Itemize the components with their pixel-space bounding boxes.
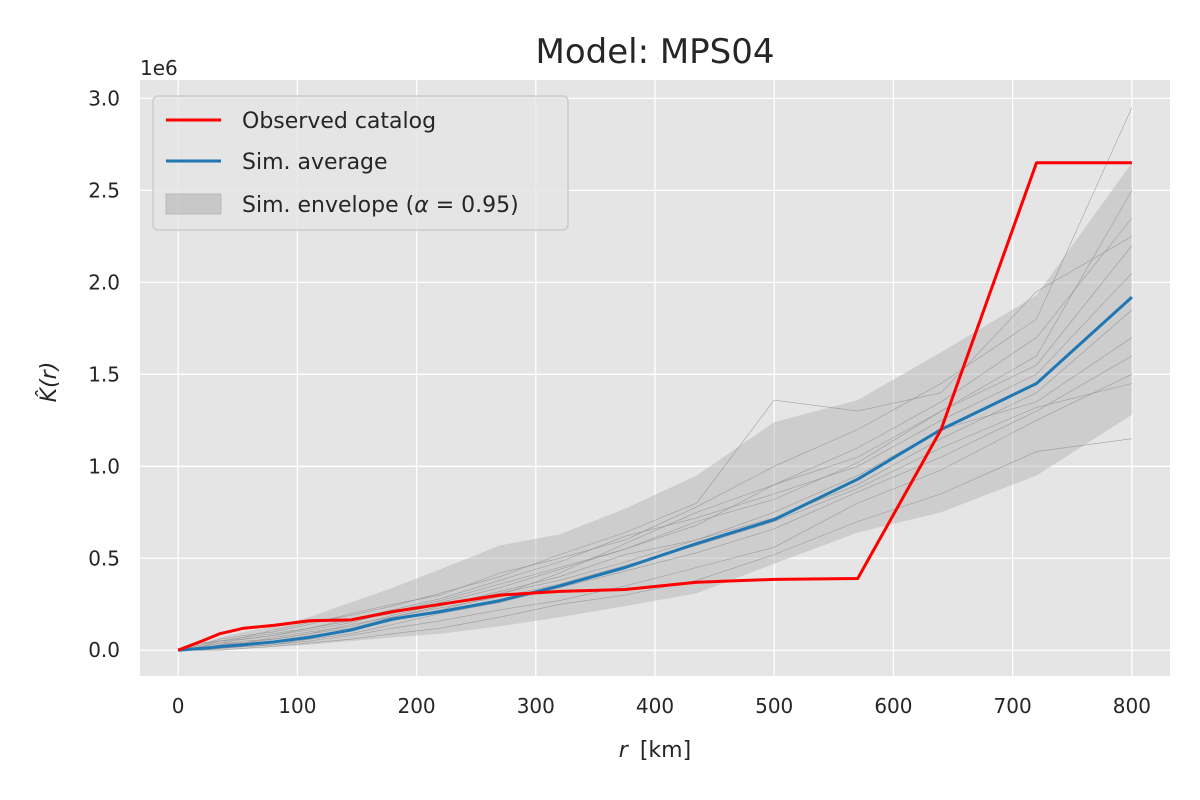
x-tick-label: 700: [994, 694, 1032, 718]
legend-envelope-suffix: = 0.95): [429, 193, 519, 218]
x-tick-label: 800: [1113, 694, 1151, 718]
series-average-line: [177, 295, 1133, 652]
x-tick-label: 600: [874, 694, 912, 718]
y-tick-label: 2.0: [88, 270, 120, 294]
chart-title: Model: MPS04: [535, 32, 774, 72]
y-tick-label: 0.0: [88, 638, 120, 662]
legend: Observed catalog Sim. average Sim. envel…: [152, 95, 569, 231]
x-tick-label: 200: [397, 694, 435, 718]
x-tick-label: 300: [517, 694, 555, 718]
series-layer: [177, 161, 1133, 652]
series-observed-line: [177, 161, 1132, 652]
legend-envelope-alpha: α: [414, 193, 429, 218]
x-axis-ticks: 0 100 200 300 400 500 600 700 800: [172, 694, 1151, 718]
legend-envelope-swatch: [165, 193, 222, 215]
y-tick-label: 3.0: [88, 86, 120, 110]
x-tick-label: 0: [172, 694, 185, 718]
simulation-line: [178, 383, 1132, 651]
y-tick-label: 2.5: [88, 178, 120, 202]
x-axis-variable: r: [619, 738, 630, 763]
x-tick-label: 100: [278, 694, 316, 718]
legend-observed-label: Observed catalog: [242, 109, 436, 134]
x-tick-label: 400: [636, 694, 674, 718]
y-tick-label: 1.0: [88, 454, 120, 478]
simulation-line: [178, 236, 1133, 651]
y-tick-label: 0.5: [88, 546, 120, 570]
y-offset-label: 1e6: [140, 56, 178, 80]
simulation-line: [178, 190, 1133, 651]
legend-envelope-prefix: Sim. envelope (: [242, 193, 414, 218]
simulation-line: [178, 245, 1133, 651]
y-tick-label: 1.5: [88, 362, 120, 386]
simulation-line: [178, 107, 1133, 651]
legend-envelope-label: Sim. envelope (α = 0.95): [242, 193, 519, 218]
y-axis-ticks: 0.0 0.5 1.0 1.5 2.0 2.5 3.0: [88, 86, 120, 662]
x-axis-unit: [km]: [640, 738, 691, 763]
simulation-line: [178, 355, 1133, 651]
legend-frame: [152, 95, 569, 231]
y-axis-title: K̂(r): [36, 362, 62, 403]
x-axis-title: r [km]: [619, 738, 691, 763]
x-tick-label: 500: [755, 694, 793, 718]
simulation-line: [178, 438, 1132, 651]
legend-average-label: Sim. average: [242, 150, 388, 175]
